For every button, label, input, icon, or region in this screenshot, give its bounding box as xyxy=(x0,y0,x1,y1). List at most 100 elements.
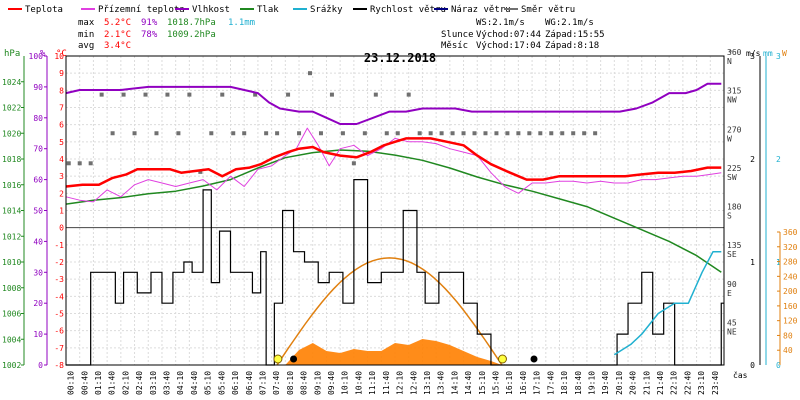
axis-sun-unit: W xyxy=(782,49,787,58)
axis-temp-tick-label: 7 xyxy=(59,104,64,113)
info-moonrise: Východ:17:04 xyxy=(476,41,541,51)
axis-temp-tick-label: 4 xyxy=(59,155,64,164)
axis-pct-tick-label: 20 xyxy=(33,299,43,308)
axis-time-tick-label: 16:40 xyxy=(519,371,528,395)
wind-direction-point xyxy=(231,131,236,136)
legend-label: Teplota xyxy=(25,5,63,15)
axis-time-tick-label: 15:10 xyxy=(478,371,487,395)
precipitation-line xyxy=(613,250,722,356)
axis-time-tick-label: 04:10 xyxy=(176,371,185,395)
axis-sun-tick-label: 360 xyxy=(783,228,798,237)
info-sunrise: Východ:07:44 xyxy=(476,30,541,40)
axis-time-tick-label: 17:40 xyxy=(546,371,555,395)
axis-time-label: čas xyxy=(733,370,748,380)
axis-dir-tick-label: 180 xyxy=(727,203,742,212)
wind-direction-point xyxy=(286,92,291,97)
moonrise-marker xyxy=(530,355,538,363)
axis-hpa-tick-label: 1012 xyxy=(2,232,21,241)
legend: Teplota Přízemní teplota Vlhkost Tlak Srážky… xyxy=(8,5,575,15)
axis-time-tick-label: 10:40 xyxy=(354,371,363,395)
sunrise-marker xyxy=(273,354,283,364)
axis-temp-tick-label: 5 xyxy=(59,138,64,147)
axis-dir-cardinal: SW xyxy=(727,173,737,182)
axis-hpa-tick-label: 1006 xyxy=(2,310,21,319)
chart-title: 23.12.2018 xyxy=(364,51,436,65)
axis-temp-tick-label: -2 xyxy=(54,258,64,267)
axis-hpa-tick-label: 1010 xyxy=(2,258,21,267)
axis-dir-tick-label: 45 xyxy=(727,318,737,327)
legend-label: Vlhkost xyxy=(192,5,230,15)
wind-direction-point xyxy=(571,131,576,136)
sunset-marker xyxy=(497,354,507,364)
wind-direction-point xyxy=(143,92,148,97)
stats-avg-label: avg xyxy=(78,41,94,51)
axis-time-tick-label: 08:40 xyxy=(300,371,309,395)
axis-temp-tick-label: 3 xyxy=(59,172,64,181)
sun-elevation-curve xyxy=(276,257,503,366)
wind-direction-point xyxy=(187,92,192,97)
axis-time-tick-label: 16:10 xyxy=(505,371,514,395)
axis-dir-cardinal: S xyxy=(727,212,732,221)
info-ws: WS:2.1m/s xyxy=(476,18,525,28)
axis-dir-cardinal: NW xyxy=(727,96,737,105)
wind-direction-point xyxy=(176,131,181,136)
wind-direction-point xyxy=(110,131,115,136)
moonset-marker xyxy=(290,355,298,363)
axis-temp-tick-label: 2 xyxy=(59,189,64,198)
info-moonset: Západ:8:18 xyxy=(545,41,599,51)
axis-temp-tick-label: 1 xyxy=(59,207,64,216)
humidity-line xyxy=(65,82,722,125)
axis-pct-tick-label: 10 xyxy=(33,330,43,339)
series-layer xyxy=(65,71,724,366)
stats-max-hum: 91% xyxy=(141,18,158,28)
axis-time-tick-label: 09:40 xyxy=(327,371,336,395)
axis-pct-tick-label: 30 xyxy=(33,268,43,277)
axis-dir-cardinal: N xyxy=(727,57,732,66)
wind-direction-point xyxy=(516,131,521,136)
axis-pct-tick-label: 40 xyxy=(33,237,43,246)
wind-direction-point xyxy=(450,131,455,136)
axis-sun-tick-label: 200 xyxy=(783,287,798,296)
axis-temp-tick-label: -6 xyxy=(54,327,64,336)
axis-time-tick-label: 06:10 xyxy=(231,371,240,395)
axis-dir-tick-label: 225 xyxy=(727,164,742,173)
axis-pct-tick-label: 70 xyxy=(33,145,43,154)
pressure-line xyxy=(65,149,722,273)
wind-direction-point xyxy=(582,131,587,136)
stats-min-press: 1009.2hPa xyxy=(167,30,216,40)
stats-max-rain: 1.1mm xyxy=(228,18,255,28)
axis-mm-tick-label: 3 xyxy=(776,52,781,61)
wind-direction-point xyxy=(593,131,598,136)
axis-dir-label: ° xyxy=(728,49,733,58)
axis-time-tick-label: 21:40 xyxy=(656,371,665,395)
wind-direction-point xyxy=(121,92,126,97)
axis-sun-tick-label: 80 xyxy=(783,331,793,340)
wind-direction-point xyxy=(275,131,280,136)
wind-direction-point xyxy=(198,169,203,174)
wind-direction-point xyxy=(132,131,137,136)
axis-time-tick-label: 05:40 xyxy=(217,371,226,395)
axis-temp-tick-label: -7 xyxy=(54,344,64,353)
axis-time-tick-label: 23:10 xyxy=(697,371,706,395)
axis-hpa-tick-label: 1002 xyxy=(2,361,21,370)
wind-direction-point xyxy=(560,131,565,136)
axis-mm-tick-label: 2 xyxy=(776,155,781,164)
axis-pct-tick-label: 0 xyxy=(38,361,43,370)
axis-time-tick-label: 01:10 xyxy=(94,371,103,395)
stats-avg-temp: 3.4°C xyxy=(104,41,131,51)
legend-label: Náraz větru xyxy=(451,5,511,15)
wind-direction-point xyxy=(297,131,302,136)
axis-hpa-tick-label: 1008 xyxy=(2,284,21,293)
axis-time-tick-label: 05:10 xyxy=(204,371,213,395)
axis-time-tick-label: 13:10 xyxy=(423,371,432,395)
axis-temp-tick-label: 10 xyxy=(54,52,64,61)
axis-time-tick-label: 22:40 xyxy=(683,371,692,395)
axis-dir-cardinal: NE xyxy=(727,327,737,336)
axis-time-tick-label: 21:10 xyxy=(642,371,651,395)
axis-time-tick-label: 13:40 xyxy=(437,371,446,395)
wind-direction-point xyxy=(351,161,356,166)
wind-direction-point xyxy=(340,131,345,136)
plot-frame xyxy=(65,55,725,366)
